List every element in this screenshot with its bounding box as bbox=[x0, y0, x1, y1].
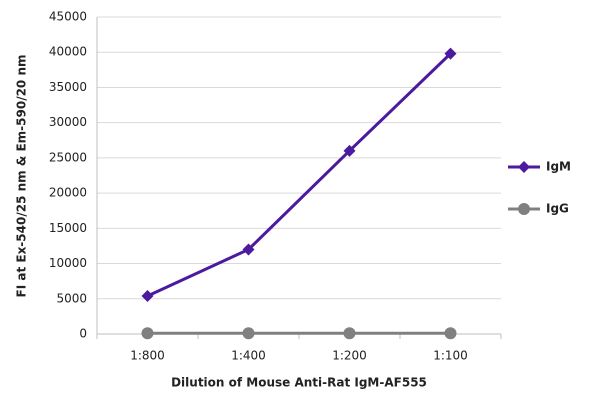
data-point bbox=[444, 327, 457, 340]
data-point bbox=[242, 243, 255, 256]
y-tick-label: 25000 bbox=[49, 150, 87, 164]
x-tick-label: 1:400 bbox=[231, 349, 266, 363]
data-point bbox=[242, 327, 255, 340]
x-tick-label: 1:200 bbox=[332, 349, 367, 363]
y-tick-label: 10000 bbox=[49, 256, 87, 270]
y-tick-label: 5000 bbox=[56, 291, 87, 305]
data-point bbox=[343, 327, 356, 340]
y-axis-label: FI at Ex-540/25 nm & Em-590/20 nm bbox=[15, 55, 29, 298]
y-tick-label: 20000 bbox=[49, 186, 87, 200]
legend-marker bbox=[518, 203, 530, 215]
legend-marker bbox=[518, 161, 530, 173]
x-tick-label: 1:800 bbox=[130, 349, 165, 363]
y-tick-label: 40000 bbox=[49, 45, 87, 59]
data-point bbox=[141, 327, 154, 340]
y-tick-label: 45000 bbox=[49, 10, 87, 24]
data-point bbox=[444, 47, 457, 60]
y-tick-label: 15000 bbox=[49, 221, 87, 235]
y-tick-label: 30000 bbox=[49, 115, 87, 129]
x-axis-label: Dilution of Mouse Anti-Rat IgM-AF555 bbox=[171, 376, 427, 390]
legend-label: IgM bbox=[546, 160, 571, 174]
data-line bbox=[146, 52, 452, 298]
x-tick-label: 1:100 bbox=[433, 349, 468, 363]
y-tick-label: 0 bbox=[79, 327, 87, 341]
data-point bbox=[343, 144, 356, 157]
y-tick-label: 35000 bbox=[49, 80, 87, 94]
legend-label: IgG bbox=[546, 202, 569, 216]
data-point bbox=[141, 289, 154, 302]
